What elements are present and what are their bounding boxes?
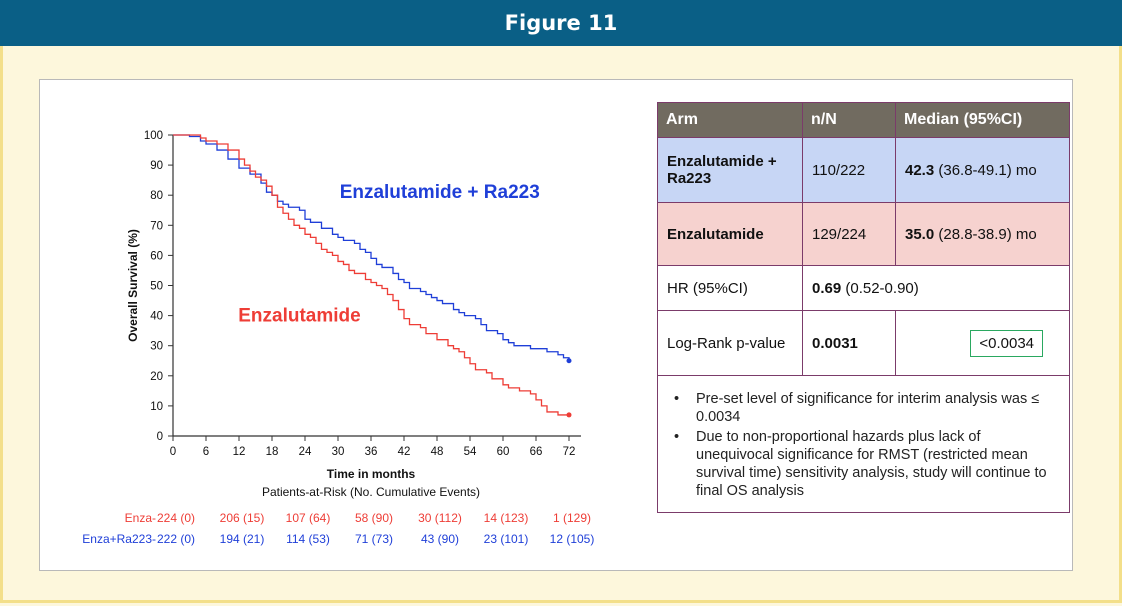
y-tick-label: 30 bbox=[150, 341, 163, 353]
y-tick-label: 70 bbox=[150, 220, 163, 232]
header-n: n/N bbox=[802, 102, 896, 138]
logrank-label: Log-Rank p-value bbox=[657, 310, 803, 376]
results-header-row: Arm n/N Median (95%CI) bbox=[657, 102, 1070, 138]
row-combo-arm: Enzalutamide + Ra223 110/222 42.3 (36.8-… bbox=[657, 137, 1070, 203]
combo-median-value: 42.3 bbox=[905, 161, 935, 179]
row-log-rank: Log-Rank p-value 0.0031 <0.0034 bbox=[657, 310, 1070, 376]
x-tick-label: 60 bbox=[497, 446, 510, 458]
chart-labels: Enzalutamide + Ra223 Enzalutamide bbox=[238, 182, 540, 326]
risk-value: 222 (0) bbox=[157, 532, 195, 546]
risk-value: 58 (90) bbox=[355, 511, 393, 525]
figure-title: Figure 11 bbox=[0, 0, 1122, 46]
risk-row-label: Enza+Ra223- bbox=[82, 532, 156, 546]
chart-curves bbox=[173, 134, 572, 418]
x-tick-label: 54 bbox=[464, 446, 477, 458]
risk-value: 114 (53) bbox=[286, 532, 330, 546]
x-tick-label: 0 bbox=[170, 446, 176, 458]
survival-curve bbox=[173, 134, 570, 361]
logrank-value: 0.0031 bbox=[802, 310, 896, 376]
risk-value: 23 (101) bbox=[484, 532, 529, 546]
survival-curve bbox=[173, 134, 569, 416]
risk-row-label: Enza- bbox=[125, 511, 156, 525]
y-axis-title: Overall Survival (%) bbox=[126, 229, 140, 342]
risk-value: 30 (112) bbox=[418, 511, 462, 525]
note-item: Pre-set level of significance for interi… bbox=[674, 390, 1061, 426]
combo-n: 110/222 bbox=[802, 137, 896, 203]
curve-end-marker bbox=[566, 358, 572, 364]
notes-box: Pre-set level of significance for interi… bbox=[657, 376, 1070, 513]
results-panel: Arm n/N Median (95%CI) Enzalutamide + Ra… bbox=[657, 102, 1070, 513]
risk-value: 12 (105) bbox=[550, 532, 595, 546]
hr-value: 0.69 (0.52-0.90) bbox=[802, 265, 1070, 311]
slide-panel: 0 6 12 18 24 30 36 42 48 54 60 66 72 0 10 20 30 40 50 60 70 8… bbox=[39, 79, 1073, 571]
enza-median: 35.0 (28.8-38.9) mo bbox=[895, 202, 1070, 266]
curve-annotation: Enzalutamide + Ra223 bbox=[340, 182, 540, 203]
logrank-p: 0.0031 bbox=[812, 334, 858, 352]
enza-median-ci: (28.8-38.9) mo bbox=[934, 225, 1037, 243]
risk-value: 206 (15) bbox=[220, 511, 265, 525]
x-tick-label: 18 bbox=[266, 446, 279, 458]
row-hazard-ratio: HR (95%CI) 0.69 (0.52-0.90) bbox=[657, 265, 1070, 311]
hr-label: HR (95%CI) bbox=[657, 265, 803, 311]
y-tick-label: 80 bbox=[150, 190, 163, 202]
x-tick-label: 66 bbox=[530, 446, 543, 458]
x-tick-label: 12 bbox=[233, 446, 246, 458]
y-tick-label: 40 bbox=[150, 311, 163, 323]
header-arm: Arm bbox=[657, 102, 803, 138]
enza-arm-label: Enzalutamide bbox=[657, 202, 803, 266]
x-tick-label: 6 bbox=[203, 446, 209, 458]
y-tick-label: 20 bbox=[150, 371, 163, 383]
y-tick-label: 90 bbox=[150, 160, 163, 172]
combo-arm-label: Enzalutamide + Ra223 bbox=[657, 137, 803, 203]
y-tick-label: 0 bbox=[157, 431, 163, 443]
risk-value: 43 (90) bbox=[421, 532, 459, 546]
y-tick-label: 10 bbox=[150, 401, 163, 413]
note-item: Due to non-proportional hazards plus lac… bbox=[674, 428, 1061, 500]
enza-median-value: 35.0 bbox=[905, 225, 935, 243]
x-tick-label: 36 bbox=[365, 446, 378, 458]
results-table: Arm n/N Median (95%CI) Enzalutamide + Ra… bbox=[657, 102, 1070, 376]
x-tick-label: 24 bbox=[299, 446, 312, 458]
hr-value-ci: (0.52-0.90) bbox=[841, 279, 919, 297]
x-tick-label: 72 bbox=[563, 446, 576, 458]
km-chart: 0 6 12 18 24 30 36 42 48 54 60 66 72 0 10 20 30 40 50 60 70 8… bbox=[82, 130, 594, 546]
risk-value: 14 (123) bbox=[484, 511, 529, 525]
row-enza-arm: Enzalutamide 129/224 35.0 (28.8-38.9) mo bbox=[657, 202, 1070, 266]
logrank-threshold: <0.0034 bbox=[970, 329, 1043, 357]
x-tick-label: 48 bbox=[431, 446, 444, 458]
risk-value: 194 (21) bbox=[220, 532, 265, 546]
y-tick-label: 50 bbox=[150, 281, 163, 293]
x-tick-label: 42 bbox=[398, 446, 411, 458]
enza-n: 129/224 bbox=[802, 202, 896, 266]
curve-annotation: Enzalutamide bbox=[238, 306, 360, 327]
combo-median: 42.3 (36.8-49.1) mo bbox=[895, 137, 1070, 203]
y-tick-label: 60 bbox=[150, 250, 163, 262]
risk-value: 71 (73) bbox=[355, 532, 393, 546]
x-axis-title: Time in months bbox=[327, 467, 416, 481]
y-tick-label: 100 bbox=[144, 130, 163, 142]
logrank-threshold-cell: <0.0034 bbox=[895, 310, 1070, 376]
risk-value: 1 (129) bbox=[553, 511, 591, 525]
risk-table: Patients-at-Risk (No. Cumulative Events)… bbox=[82, 485, 594, 546]
risk-value: 224 (0) bbox=[157, 511, 195, 525]
hr-value-bold: 0.69 bbox=[812, 279, 842, 297]
x-tick-label: 30 bbox=[332, 446, 345, 458]
header-median: Median (95%CI) bbox=[895, 102, 1070, 138]
combo-median-ci: (36.8-49.1) mo bbox=[934, 161, 1037, 179]
risk-table-title: Patients-at-Risk (No. Cumulative Events) bbox=[262, 485, 480, 499]
curve-end-marker bbox=[566, 412, 572, 418]
chart-axes: 0 6 12 18 24 30 36 42 48 54 60 66 72 0 10 20 30 40 50 60 70 8… bbox=[126, 130, 581, 481]
risk-value: 107 (64) bbox=[286, 511, 331, 525]
